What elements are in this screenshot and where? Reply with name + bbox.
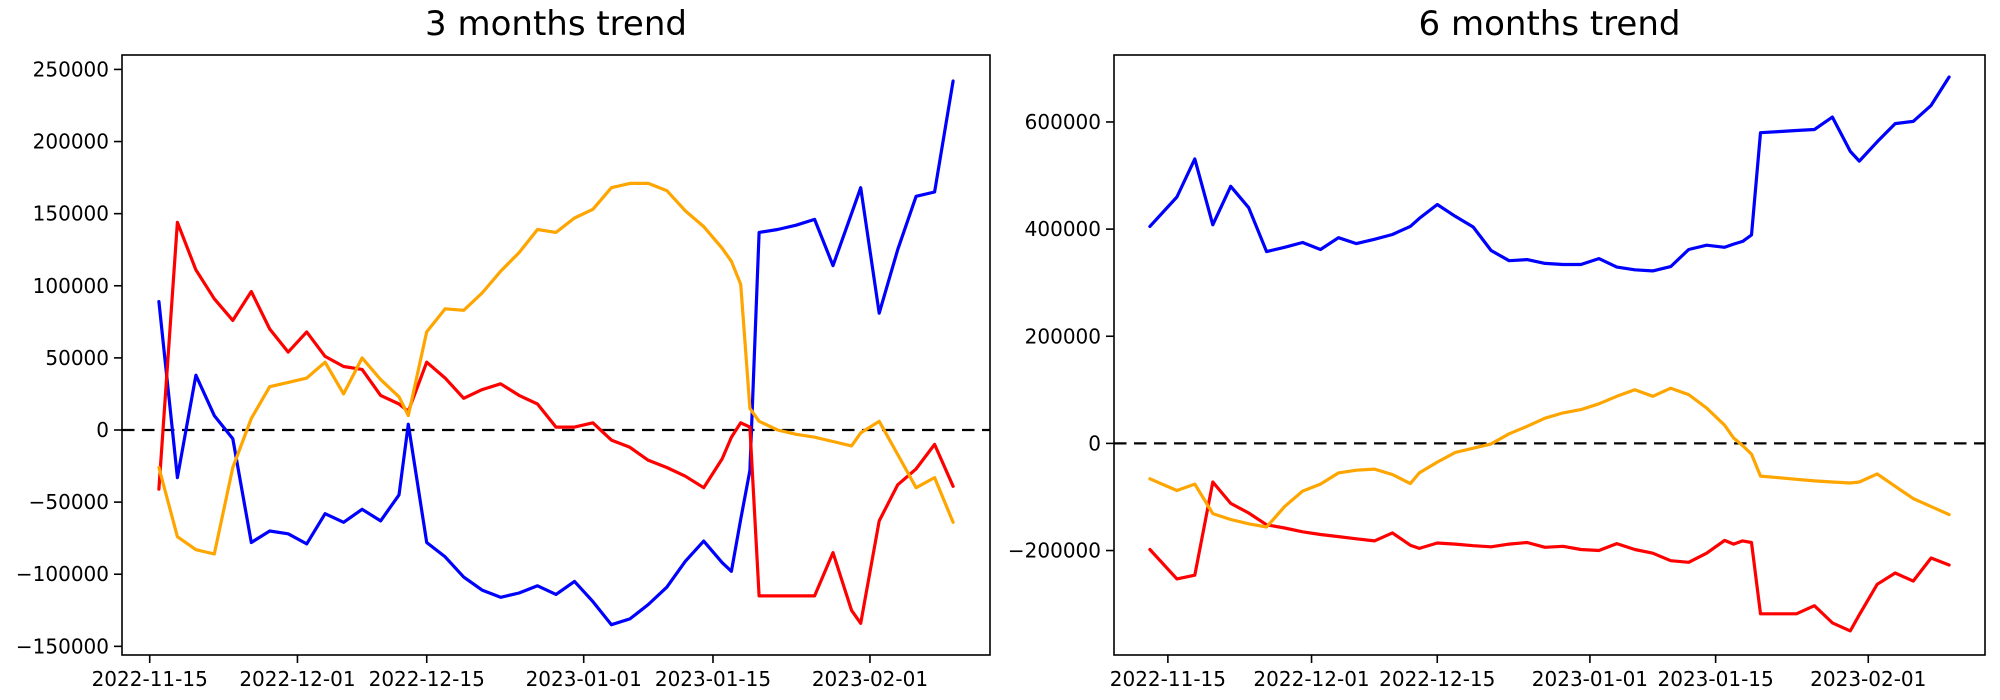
y-tick-label: −100000 (16, 562, 109, 586)
x-tick-label: 2022-12-01 (1253, 667, 1369, 691)
chart-panel-3-months: 3 months trend 250000 200000 150000 100000 5… (16, 4, 991, 691)
axes-spines (1113, 54, 1986, 656)
chart-canvas-3-months: 250000 200000 150000 100000 50000 0 −50000 −100… (16, 54, 991, 691)
y-tick-label: 200000 (33, 130, 109, 154)
x-tick-label: 2023-02-01 (812, 667, 928, 691)
y-tick-label: −150000 (16, 634, 109, 658)
y-tick-label: 150000 (33, 202, 109, 226)
chart-title-6-months: 6 months trend (1418, 4, 1681, 44)
series-line-blue (1148, 75, 1951, 273)
x-tick-label: 2023-02-01 (1810, 667, 1926, 691)
y-tick-label: 0 (1088, 431, 1101, 455)
series-line-red (1148, 480, 1951, 633)
y-tick-label: 50000 (45, 346, 109, 370)
y-tick-label: 200000 (1025, 324, 1101, 348)
x-tick-label: 2022-11-15 (92, 667, 208, 691)
y-tick-label: 400000 (1025, 217, 1101, 241)
chart-title-3-months: 3 months trend (425, 4, 687, 44)
y-tick-label: −200000 (1008, 539, 1101, 563)
chart-panel-6-months: 6 months trend 600000 400000 200000 0 −20000… (1000, 0, 2000, 700)
x-tick-label: 2023-01-15 (1658, 667, 1774, 691)
x-tick-label: 2022-12-15 (1379, 667, 1495, 691)
x-tick-label: 2023-01-01 (1532, 667, 1648, 691)
series-line-orange (157, 181, 955, 556)
y-tick-label: −50000 (29, 490, 109, 514)
series-line-orange (1148, 386, 1951, 529)
series-line-red (157, 220, 955, 625)
x-tick-label: 2022-12-15 (369, 667, 485, 691)
series-line-blue (157, 79, 955, 627)
y-tick-label: 250000 (33, 57, 109, 81)
y-tick-label: 0 (96, 418, 109, 442)
x-tick-label: 2022-11-15 (1110, 667, 1226, 691)
x-tick-label: 2023-01-01 (526, 667, 642, 691)
x-tick-label: 2023-01-15 (655, 667, 771, 691)
y-tick-label: 100000 (33, 274, 109, 298)
x-tick-label: 2022-12-01 (239, 667, 355, 691)
axes-spines (121, 54, 991, 656)
y-tick-label: 600000 (1025, 110, 1101, 134)
chart-canvas-6-months: 600000 400000 200000 0 −200000 2022-11-15 2022… (1008, 54, 1986, 691)
